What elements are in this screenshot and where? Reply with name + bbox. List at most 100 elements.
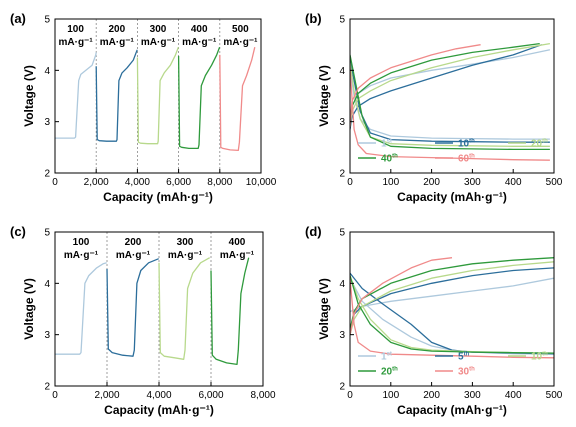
legend-label: 40th bbox=[381, 154, 398, 165]
series-line bbox=[350, 257, 554, 330]
x-tick-label: 200 bbox=[423, 177, 440, 188]
y-tick-label: 2 bbox=[339, 382, 345, 393]
series-line bbox=[350, 42, 551, 127]
panel-a: 0 2,000 4,000 6,000 8,000 10,000 2 3 4 5 Capacity … bbox=[10, 11, 277, 204]
series-line bbox=[219, 47, 256, 152]
series-line bbox=[210, 257, 250, 366]
x-axis-label: Capacity (mAh·g⁻¹) bbox=[103, 190, 213, 204]
y-tick-label: 4 bbox=[339, 279, 345, 290]
legend-label-suffix: th bbox=[392, 367, 398, 373]
segment-rate-value: 300 bbox=[177, 237, 194, 248]
legend-label-number: 40 bbox=[381, 154, 393, 165]
y-axis-label: Voltage (V) bbox=[22, 65, 36, 127]
x-tick-label: 0 bbox=[52, 390, 58, 401]
y-tick-label: 3 bbox=[339, 117, 345, 128]
legend-label-suffix: th bbox=[542, 139, 548, 145]
x-tick-label: 100 bbox=[382, 177, 399, 188]
series-line bbox=[55, 262, 107, 355]
series-line bbox=[350, 44, 543, 130]
series-group bbox=[350, 42, 551, 161]
segment-rate-value: 200 bbox=[108, 24, 125, 35]
plot-frame bbox=[54, 18, 262, 174]
segment-rate-unit: mA·g⁻¹ bbox=[168, 250, 203, 261]
legend-label-suffix: th bbox=[542, 352, 548, 358]
series-line bbox=[350, 62, 550, 147]
segment-rate-value: 400 bbox=[191, 24, 208, 35]
y-tick-label: 2 bbox=[44, 169, 50, 180]
panel-label: (a) bbox=[10, 11, 26, 26]
legend-label-suffix: st bbox=[387, 139, 392, 145]
legend-label-number: 60 bbox=[458, 154, 470, 165]
x-tick-label: 4,000 bbox=[146, 390, 171, 401]
segment-rate-value: 400 bbox=[229, 237, 246, 248]
segment-rate-unit: mA·g⁻¹ bbox=[220, 250, 255, 261]
y-tick-label: 2 bbox=[339, 169, 345, 180]
x-tick-label: 300 bbox=[464, 177, 481, 188]
x-tick-label: 0 bbox=[347, 390, 353, 401]
x-tick-label: 0 bbox=[347, 177, 353, 188]
series-line bbox=[350, 59, 550, 143]
legend-label: 10th bbox=[458, 139, 475, 150]
y-tick-label: 4 bbox=[44, 66, 50, 77]
legend-label-suffix: th bbox=[392, 154, 398, 160]
x-axis-label: Capacity (mAh·g⁻¹) bbox=[397, 403, 507, 417]
series-line bbox=[350, 275, 554, 354]
segment-rate-value: 500 bbox=[232, 24, 249, 35]
legend-label-number: 20 bbox=[531, 139, 543, 150]
legend-label-suffix: st bbox=[387, 352, 392, 358]
y-tick-label: 3 bbox=[44, 117, 50, 128]
segment-rate-unit: mA·g⁻¹ bbox=[141, 37, 176, 48]
series-line bbox=[350, 257, 453, 335]
y-tick-label: 5 bbox=[339, 228, 345, 239]
series-line bbox=[350, 278, 554, 359]
x-tick-label: 100 bbox=[382, 390, 399, 401]
segment-rate-unit: mA·g⁻¹ bbox=[59, 37, 94, 48]
y-tick-label: 4 bbox=[44, 279, 50, 290]
x-tick-label: 2,000 bbox=[94, 390, 119, 401]
x-tick-label: 10,000 bbox=[246, 177, 277, 188]
panel-label: (b) bbox=[305, 11, 322, 26]
series-line bbox=[350, 42, 540, 122]
y-tick-label: 2 bbox=[44, 382, 50, 393]
y-tick-label: 3 bbox=[44, 330, 50, 341]
panel-c: 0 2,000 4,000 6,000 8,000 2 3 4 5 Capacity (mAh·g… bbox=[10, 224, 276, 417]
y-tick-label: 5 bbox=[339, 15, 345, 26]
legend-label: 1st bbox=[381, 352, 392, 363]
segment-rate-unit: mA·g⁻¹ bbox=[182, 37, 217, 48]
legend-label-number: 30 bbox=[458, 367, 470, 378]
y-axis-label: Voltage (V) bbox=[22, 278, 36, 340]
legend-label-suffix: th bbox=[464, 352, 470, 358]
legend-label-number: 10 bbox=[531, 352, 543, 363]
series-line bbox=[350, 277, 554, 355]
series-group bbox=[55, 257, 250, 366]
segment-rate-unit: mA·g⁻¹ bbox=[100, 37, 135, 48]
legend-label-number: 10 bbox=[458, 139, 470, 150]
legend-label: 20th bbox=[381, 367, 398, 378]
segment-rate-unit: mA·g⁻¹ bbox=[64, 250, 99, 261]
y-axis-label: Voltage (V) bbox=[317, 278, 331, 340]
legend-label-suffix: th bbox=[469, 139, 475, 145]
legend-label: 10th bbox=[531, 352, 548, 363]
segment-rate-value: 100 bbox=[67, 24, 84, 35]
x-tick-label: 4,000 bbox=[125, 177, 150, 188]
series-line bbox=[350, 67, 550, 161]
series-line bbox=[350, 277, 554, 313]
series-line bbox=[158, 257, 211, 360]
legend-label-number: 1 bbox=[381, 139, 387, 150]
series-group bbox=[350, 257, 554, 359]
legend-label-number: 20 bbox=[381, 367, 393, 378]
x-tick-label: 400 bbox=[505, 177, 522, 188]
series-line bbox=[55, 52, 97, 139]
x-tick-label: 300 bbox=[464, 390, 481, 401]
series-line bbox=[350, 54, 550, 151]
series-line bbox=[136, 46, 180, 145]
series-line bbox=[95, 49, 138, 142]
x-tick-label: 500 bbox=[546, 177, 563, 188]
panel-d: 0 100 200 300 400 500 2 3 4 5 Capacity (mAh·g⁻¹) Vo… bbox=[305, 224, 563, 417]
x-tick-label: 500 bbox=[546, 390, 563, 401]
y-axis-label: Voltage (V) bbox=[317, 65, 331, 127]
panel-label: (c) bbox=[10, 224, 26, 239]
y-tick-label: 4 bbox=[339, 66, 345, 77]
x-tick-label: 8,000 bbox=[250, 390, 275, 401]
